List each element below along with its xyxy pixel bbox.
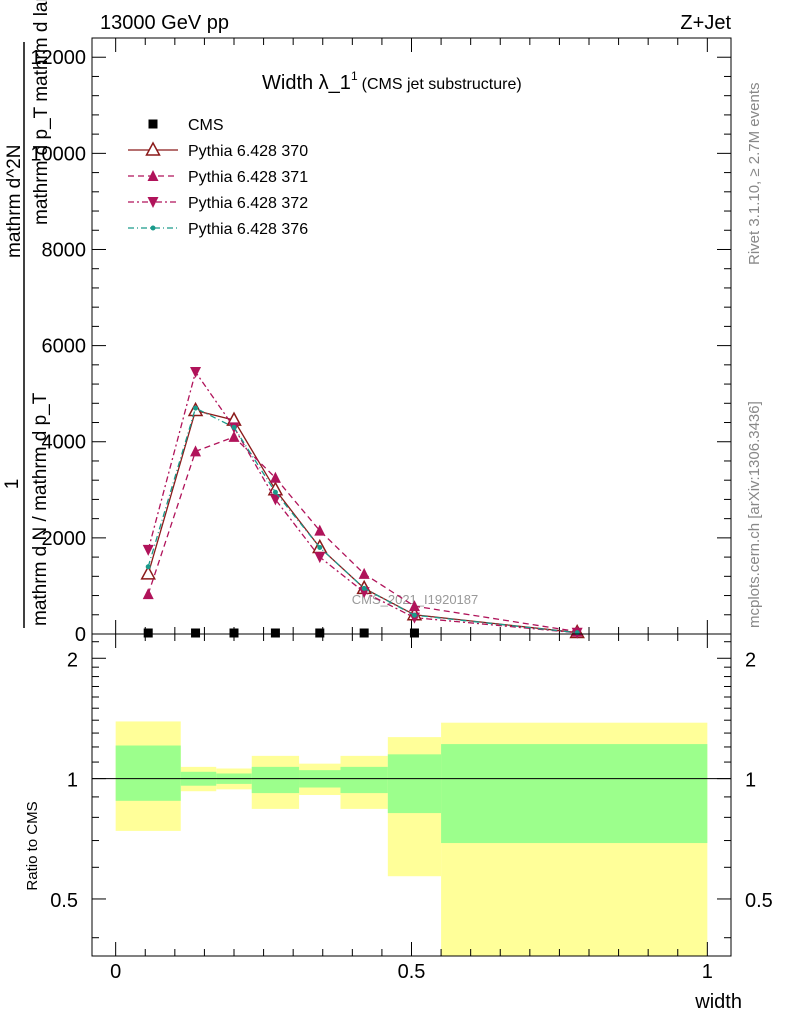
legend-label: CMS xyxy=(188,117,224,134)
mcplots-label: mcplots.cern.ch [arXiv:1306.3436] xyxy=(746,401,763,628)
legend-swatch-marker xyxy=(147,197,159,208)
series-line xyxy=(147,436,578,633)
main-ytick-label: 4000 xyxy=(42,432,87,454)
data-point xyxy=(191,628,201,638)
ratio-xtick-label: 0 xyxy=(110,961,121,983)
legend-label: Pythia 6.428 372 xyxy=(188,195,308,212)
main-ytick-label: 6000 xyxy=(42,336,87,358)
main-ytick-label: 12000 xyxy=(30,47,86,69)
x-axis-label: width xyxy=(694,991,742,1013)
legend-swatch-marker xyxy=(150,225,156,231)
data-point xyxy=(411,612,417,618)
ratio-xtick-label: 1 xyxy=(702,961,713,983)
data-point xyxy=(358,567,370,579)
legend-entry: CMS xyxy=(148,117,224,134)
ratio-ytick-label-right: 2 xyxy=(745,649,756,671)
legend-label: Pythia 6.428 370 xyxy=(188,143,308,160)
inner-band-bin xyxy=(251,766,300,794)
main-ylabel: 1 mathrm d^2N mathrm d p_T mathrm d lamb… xyxy=(2,0,52,628)
data-point xyxy=(269,471,281,483)
legend-label: Pythia 6.428 371 xyxy=(188,169,308,186)
data-point xyxy=(315,628,325,638)
data-point xyxy=(140,565,156,580)
inner-band-bin xyxy=(115,745,181,801)
inner-band-bin xyxy=(441,744,708,844)
data-point xyxy=(409,628,419,638)
ratio-ytick-label: 1 xyxy=(67,770,78,792)
inner-band-bin xyxy=(387,754,442,814)
data-point xyxy=(229,628,239,638)
data-point xyxy=(272,489,278,495)
title-suffix: (CMS jet substructure) xyxy=(362,76,522,93)
series-line xyxy=(147,407,578,634)
legend-swatch-marker xyxy=(148,119,158,129)
legend-swatch-marker xyxy=(147,170,159,181)
data-point xyxy=(317,544,323,550)
header-right: Z+Jet xyxy=(680,12,731,34)
ylabel-line3: mathrm d N / mathrm d p_T xyxy=(30,392,51,626)
ratio-ytick-label: 0.5 xyxy=(50,890,78,912)
ratio-xtick-label: 0.5 xyxy=(398,961,426,983)
legend-label: Pythia 6.428 376 xyxy=(188,221,308,238)
ylabel-line2: mathrm d p_T mathrm d lambda xyxy=(31,0,52,225)
legend: CMS Pythia 6.428 370 Pythia 6.428 371 Pythi… xyxy=(128,117,308,238)
data-point xyxy=(314,524,326,536)
ratio-panel: 0.5 0.5 1 1 2 2 0 0.5 1 xyxy=(50,633,773,983)
series-0 xyxy=(143,628,419,638)
rivet-label: Rivet 3.1.10, ≥ 2.7M events xyxy=(746,83,763,266)
data-point xyxy=(269,494,281,506)
ylabel-numerator: 1 xyxy=(2,479,23,490)
main-ytick-label: 0 xyxy=(75,624,86,646)
ratio-ylabel: Ratio to CMS xyxy=(24,801,41,890)
ratio-ytick-label-right: 1 xyxy=(745,770,756,792)
legend-entry: Pythia 6.428 376 xyxy=(128,221,308,238)
data-point xyxy=(231,424,237,430)
data-point xyxy=(270,628,280,638)
data-point xyxy=(142,544,154,556)
data-point xyxy=(408,612,420,624)
header-left: 13000 GeV pp xyxy=(100,12,229,34)
data-point xyxy=(145,564,151,570)
data-point xyxy=(143,628,153,638)
data-point xyxy=(193,405,199,411)
title-main: Width λ_11 (CMS jet substructure) xyxy=(262,69,522,94)
legend-entry: Pythia 6.428 370 xyxy=(128,141,308,160)
data-point xyxy=(361,585,367,591)
watermark: CMS_2021_I1920187 xyxy=(352,592,479,607)
main-panel: 0 2000 4000 6000 8000 10000 12000 xyxy=(30,37,732,646)
data-point xyxy=(190,445,202,457)
inner-band-bin xyxy=(340,766,388,794)
main-ytick-label: 10000 xyxy=(30,143,86,165)
series-4 xyxy=(145,405,580,636)
data-point xyxy=(228,430,240,442)
ylabel-line1: mathrm d^2N xyxy=(4,145,25,258)
legend-swatch-marker xyxy=(145,141,161,156)
data-point xyxy=(408,600,420,612)
title-text: Width λ_1 xyxy=(262,72,351,94)
ratio-ytick-label: 2 xyxy=(67,649,78,671)
legend-entry: Pythia 6.428 371 xyxy=(128,169,308,186)
data-point xyxy=(314,552,326,564)
ratio-ytick-label-right: 0.5 xyxy=(745,890,773,912)
main-ytick-label: 2000 xyxy=(42,528,87,550)
data-point xyxy=(359,628,369,638)
main-ytick-label: 8000 xyxy=(42,239,87,261)
title-superscript: 1 xyxy=(351,69,358,83)
main-title: Width λ_11 (CMS jet substructure) xyxy=(262,69,522,94)
data-point xyxy=(142,588,154,600)
data-point xyxy=(190,367,202,379)
legend-entry: Pythia 6.428 372 xyxy=(128,195,308,212)
